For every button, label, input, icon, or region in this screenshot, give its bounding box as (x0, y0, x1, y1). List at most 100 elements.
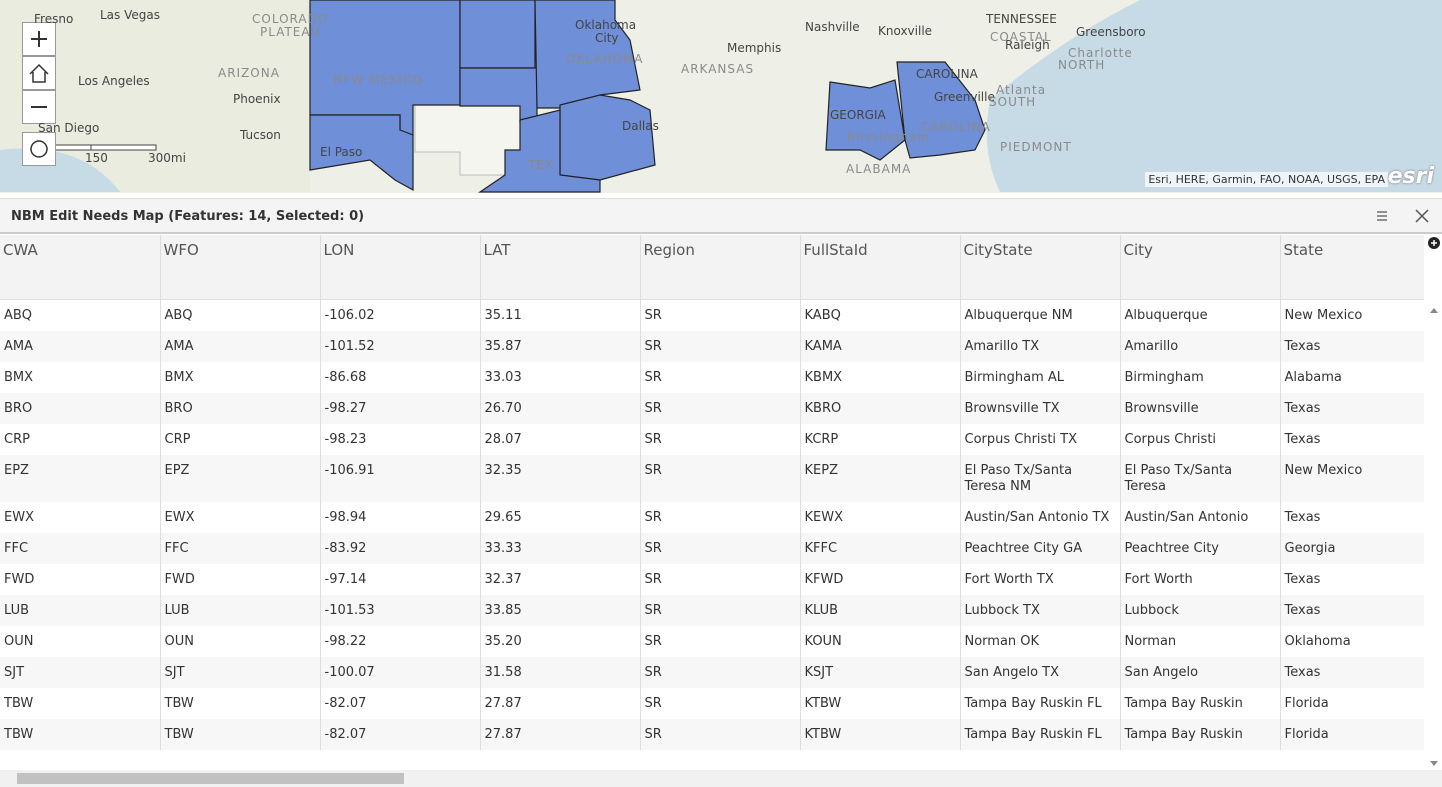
table-cell: FFC (0, 532, 161, 564)
table-cell: 31.58 (480, 656, 641, 688)
table-cell: Fort Worth TX (960, 563, 1121, 595)
zoom-out[interactable] (22, 90, 56, 124)
table-cell: -97.14 (320, 563, 481, 595)
table-cell: -82.07 (320, 687, 481, 719)
esri-logo: esri (1387, 164, 1434, 189)
close-button[interactable] (1414, 208, 1430, 224)
table-cell: SR (640, 454, 801, 502)
table-cell: Texas (1280, 330, 1424, 362)
map-label: Dallas (622, 119, 659, 133)
map-label: Fresno (34, 12, 74, 26)
table-cell: -98.27 (320, 392, 481, 424)
map-label: NEW MEXICO (333, 73, 423, 87)
table-cell: 26.70 (480, 392, 641, 424)
table-row: EPZ EPZ -106.91 32.35 SR KEPZ El Paso Tx/Santa… (0, 454, 1424, 502)
vertical-scrollbar[interactable] (1424, 235, 1442, 770)
table-cell: SR (640, 563, 801, 595)
table-cell: 27.87 (480, 718, 641, 750)
table-cell: Tampa Bay Ruskin FL (960, 718, 1121, 750)
table-cell: FWD (0, 563, 161, 595)
map-label: ALABAMA (846, 162, 912, 176)
table-cell: TBW (160, 718, 321, 750)
table-cell: SR (640, 299, 801, 331)
table-cell: -101.52 (320, 330, 481, 362)
table-cell: FFC (160, 532, 321, 564)
table-title: NBM Edit Needs Map (Features: 14, Select… (11, 209, 365, 224)
table-cell: Birmingham AL (960, 361, 1121, 393)
table-row: OUN OUN -98.22 35.20 SR KOUN Norman OK Norman Ok… (0, 625, 1424, 657)
table-cell: 35.11 (480, 299, 641, 331)
table-cell: -83.92 (320, 532, 481, 564)
map-label: Raleigh (1005, 38, 1050, 52)
table-cell: TBW (0, 718, 161, 750)
table-cell: Lubbock TX (960, 594, 1121, 626)
table-cell: Georgia (1280, 532, 1424, 564)
column-header: FullStaId (800, 235, 961, 300)
map-label: CAROLINA (921, 120, 991, 134)
table-cell: -86.68 (320, 361, 481, 393)
table-row: TBW TBW -82.07 27.87 SR KTBW Tampa Bay Ruskin … (0, 687, 1424, 719)
locate[interactable] (22, 132, 56, 166)
table-cell: -82.07 (320, 718, 481, 750)
table-cell: CRP (0, 423, 161, 455)
table-cell: Texas (1280, 594, 1424, 626)
attribution: Esri, HERE, Garmin, FAO, NOAA, USGS, EPA (1145, 172, 1388, 187)
map-label: ARKANSAS (681, 62, 755, 76)
map-label: GEORGIA (830, 108, 886, 122)
table-row: CRP CRP -98.23 28.07 SR KCRP Corpus Christi TX… (0, 423, 1424, 455)
map-label: CAROLINA (916, 67, 978, 81)
map-label: El Paso (320, 145, 363, 159)
table-cell: KOUN (800, 625, 961, 657)
table-cell: Peachtree City GA (960, 532, 1121, 564)
table-cell: Norman OK (960, 625, 1121, 657)
table-cell: -98.22 (320, 625, 481, 657)
column-header: CityState (960, 235, 1121, 300)
table-cell: KCRP (800, 423, 961, 455)
table-cell: BMX (0, 361, 161, 393)
table-cell: Texas (1280, 563, 1424, 595)
table-cell: Peachtree City (1120, 532, 1281, 564)
table-cell: 29.65 (480, 501, 641, 533)
column-header: Region (640, 235, 801, 300)
table-cell: KABQ (800, 299, 961, 331)
table-cell: ABQ (0, 299, 161, 331)
column-header: City (1120, 235, 1281, 300)
table-cell: Texas (1280, 423, 1424, 455)
table-cell: Fort Worth (1120, 563, 1281, 595)
table-cell: KBMX (800, 361, 961, 393)
scroll-thumb[interactable] (17, 773, 404, 784)
table-cell: Brownsville TX (960, 392, 1121, 424)
table-cell: Florida (1280, 718, 1424, 750)
table-header-bar: NBM Edit Needs Map (Features: 14, Select… (0, 198, 1442, 234)
table-cell: Brownsville (1120, 392, 1281, 424)
map-label: Tucson (240, 128, 281, 142)
table-cell: LUB (0, 594, 161, 626)
table-row: EWX EWX -98.94 29.65 SR KEWX Austin/San Antoni… (0, 501, 1424, 533)
table-cell: Tampa Bay Ruskin (1120, 687, 1281, 719)
table-cell: Texas (1280, 501, 1424, 533)
menu-button[interactable] (1375, 209, 1389, 223)
map-label: Greenville (934, 90, 995, 104)
scale-label: 150 (85, 151, 108, 165)
column-header: CWA (0, 235, 161, 300)
home[interactable] (22, 56, 56, 90)
map-label: City (595, 31, 619, 45)
table-cell: FWD (160, 563, 321, 595)
table-cell: KEPZ (800, 454, 961, 502)
map-label: TEX (528, 158, 555, 172)
table-row: TBW TBW -82.07 27.87 SR KTBW Tampa Bay Ruskin … (0, 718, 1424, 750)
map-label: Phoenix (233, 92, 281, 106)
map-label: OKLAHOMA (566, 52, 644, 66)
table-cell: 33.85 (480, 594, 641, 626)
table-cell: New Mexico (1280, 454, 1424, 502)
table-cell: SJT (160, 656, 321, 688)
map[interactable]: Fresno Las Vegas COLORADO PLATEAU Los Angele… (0, 0, 1442, 193)
table-cell: KFWD (800, 563, 961, 595)
table-cell: TBW (160, 687, 321, 719)
table: CWA WFO LON LAT Region FullStaId CityState City… (0, 235, 1424, 750)
horizontal-scrollbar[interactable] (0, 770, 1442, 787)
table-cell: 27.87 (480, 687, 641, 719)
table-cell: 28.07 (480, 423, 641, 455)
zoom-in[interactable] (22, 22, 56, 56)
table-row: AMA AMA -101.52 35.87 SR KAMA Amarillo TX Amari… (0, 330, 1424, 362)
